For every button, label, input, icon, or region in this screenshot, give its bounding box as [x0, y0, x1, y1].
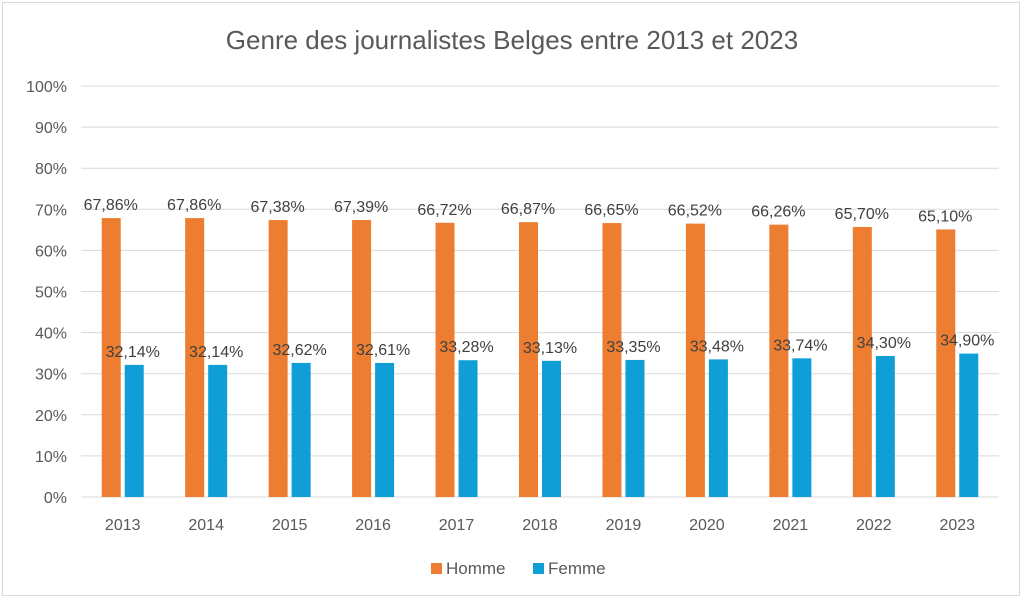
- y-tick-label: 60%: [35, 243, 67, 260]
- data-label-femme-2018: 33,13%: [523, 340, 577, 357]
- bar-homme-2013: [101, 218, 121, 497]
- bar-homme-2017: [435, 222, 455, 497]
- bar-homme-2019: [602, 223, 622, 498]
- x-tick-label: 2020: [689, 517, 725, 534]
- bar-homme-2020: [685, 223, 705, 498]
- bar-homme-2014: [185, 218, 205, 497]
- data-label-homme-2022: 65,70%: [835, 206, 889, 223]
- x-tick-label: 2015: [272, 517, 308, 534]
- y-tick-label: 90%: [35, 120, 67, 137]
- bar-homme-2021: [769, 224, 789, 498]
- x-tick-label: 2022: [856, 517, 892, 534]
- data-label-femme-2014: 32,14%: [189, 344, 243, 361]
- y-axis-ticks: 0% 10% 20% 30% 40% 50% 60% 70% 80% 90% 100%: [26, 79, 67, 507]
- bar-femme-2021: [792, 358, 812, 497]
- x-axis-ticks: 2013 2014 2015 2016 2017 2018 2019 2020 2021 2022…: [105, 517, 975, 534]
- bar-homme-2023: [936, 229, 956, 497]
- data-label-femme-2016: 32,61%: [356, 342, 410, 359]
- data-label-femme-2019: 33,35%: [606, 339, 660, 356]
- bar-femme-2013: [124, 364, 144, 497]
- data-label-homme-2014: 67,86%: [167, 197, 221, 214]
- legend-label-homme: Homme: [446, 559, 506, 578]
- x-tick-label: 2021: [773, 517, 809, 534]
- legend: Homme Femme: [431, 559, 606, 578]
- bar-femme-2020: [708, 359, 728, 497]
- x-tick-label: 2016: [355, 517, 391, 534]
- bar-femme-2023: [959, 353, 979, 497]
- data-label-homme-2015: 67,38%: [251, 199, 305, 216]
- data-label-homme-2020: 66,52%: [668, 203, 722, 220]
- bar-homme-2022: [852, 226, 872, 497]
- gridlines: [81, 85, 999, 498]
- x-tick-label: 2018: [522, 517, 558, 534]
- y-tick-label: 30%: [35, 367, 67, 384]
- x-tick-label: 2023: [939, 517, 975, 534]
- x-tick-label: 2019: [606, 517, 642, 534]
- bar-femme-2019: [625, 359, 645, 497]
- data-labels: 67,86% 32,14% 67,86% 32,14% 67,38% 32,62% 67,3…: [84, 197, 995, 361]
- bar-femme-2014: [208, 364, 228, 497]
- data-label-femme-2017: 33,28%: [439, 339, 493, 356]
- y-tick-label: 40%: [35, 326, 67, 343]
- data-label-homme-2023: 65,10%: [918, 208, 972, 225]
- data-label-homme-2017: 66,72%: [417, 202, 471, 219]
- bar-femme-2022: [875, 356, 895, 497]
- legend-swatch-homme: [431, 563, 442, 574]
- data-label-femme-2020: 33,48%: [690, 338, 744, 355]
- data-label-homme-2021: 66,26%: [751, 204, 805, 221]
- x-tick-label: 2017: [439, 517, 475, 534]
- data-label-femme-2021: 33,74%: [773, 337, 827, 354]
- x-tick-label: 2014: [188, 517, 224, 534]
- y-tick-label: 70%: [35, 202, 67, 219]
- chart-title: Genre des journalistes Belges entre 2013…: [226, 25, 798, 55]
- data-label-homme-2018: 66,87%: [501, 201, 555, 218]
- legend-swatch-femme: [533, 563, 544, 574]
- data-label-femme-2013: 32,14%: [106, 344, 160, 361]
- bar-femme-2017: [458, 360, 478, 497]
- bar-femme-2015: [291, 362, 311, 497]
- y-tick-label: 10%: [35, 449, 67, 466]
- bar-homme-2018: [519, 222, 538, 497]
- y-tick-label: 20%: [35, 408, 67, 425]
- data-label-homme-2013: 67,86%: [84, 197, 138, 214]
- y-tick-label: 100%: [26, 79, 67, 96]
- data-label-femme-2023: 34,90%: [940, 333, 994, 350]
- bar-chart: Genre des journalistes Belges entre 2013…: [26, 25, 999, 578]
- legend-label-femme: Femme: [548, 559, 606, 578]
- x-tick-label: 2013: [105, 517, 141, 534]
- bar-femme-2018: [542, 360, 561, 497]
- bar-femme-2016: [375, 362, 395, 497]
- data-label-homme-2016: 67,39%: [334, 199, 388, 216]
- bars: [101, 218, 979, 498]
- data-label-femme-2022: 34,30%: [857, 335, 911, 352]
- bar-homme-2015: [268, 220, 288, 497]
- data-label-homme-2019: 66,65%: [584, 202, 638, 219]
- y-tick-label: 50%: [35, 285, 67, 302]
- bar-homme-2016: [352, 220, 372, 497]
- y-tick-label: 80%: [35, 161, 67, 178]
- y-tick-label: 0%: [44, 490, 67, 507]
- data-label-femme-2015: 32,62%: [273, 342, 327, 359]
